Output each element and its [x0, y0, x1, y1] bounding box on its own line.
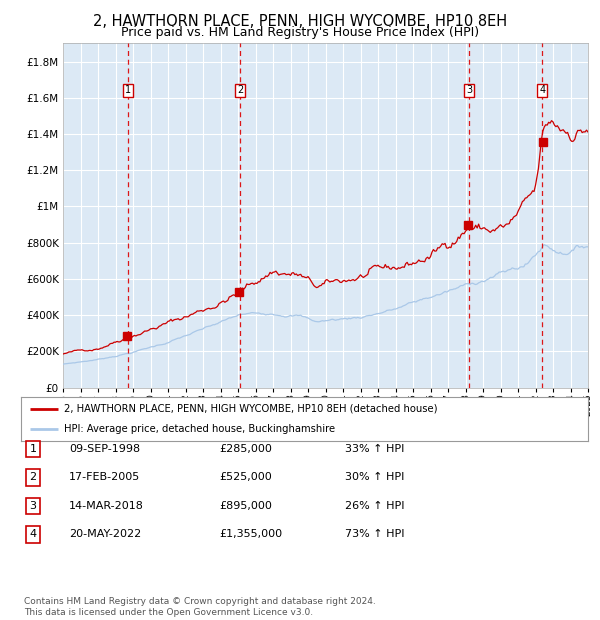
Text: 09-SEP-1998: 09-SEP-1998: [69, 444, 140, 454]
Text: 4: 4: [29, 529, 37, 539]
Text: £525,000: £525,000: [219, 472, 272, 482]
Text: 2, HAWTHORN PLACE, PENN, HIGH WYCOMBE, HP10 8EH (detached house): 2, HAWTHORN PLACE, PENN, HIGH WYCOMBE, H…: [64, 404, 437, 414]
Text: 4: 4: [539, 86, 545, 95]
Text: Contains HM Land Registry data © Crown copyright and database right 2024.
This d: Contains HM Land Registry data © Crown c…: [24, 598, 376, 617]
Text: 3: 3: [466, 86, 472, 95]
Text: 20-MAY-2022: 20-MAY-2022: [69, 529, 141, 539]
Text: 14-MAR-2018: 14-MAR-2018: [69, 501, 144, 511]
Text: 1: 1: [125, 86, 131, 95]
Text: 2, HAWTHORN PLACE, PENN, HIGH WYCOMBE, HP10 8EH: 2, HAWTHORN PLACE, PENN, HIGH WYCOMBE, H…: [93, 14, 507, 29]
Text: £1,355,000: £1,355,000: [219, 529, 282, 539]
Text: 3: 3: [29, 501, 37, 511]
Text: HPI: Average price, detached house, Buckinghamshire: HPI: Average price, detached house, Buck…: [64, 424, 335, 435]
Text: Price paid vs. HM Land Registry's House Price Index (HPI): Price paid vs. HM Land Registry's House …: [121, 26, 479, 39]
Text: 2: 2: [237, 86, 243, 95]
Text: 26% ↑ HPI: 26% ↑ HPI: [345, 501, 404, 511]
Text: 73% ↑ HPI: 73% ↑ HPI: [345, 529, 404, 539]
Text: 33% ↑ HPI: 33% ↑ HPI: [345, 444, 404, 454]
Text: 17-FEB-2005: 17-FEB-2005: [69, 472, 140, 482]
Text: 30% ↑ HPI: 30% ↑ HPI: [345, 472, 404, 482]
Text: 2: 2: [29, 472, 37, 482]
Text: 1: 1: [29, 444, 37, 454]
Text: £285,000: £285,000: [219, 444, 272, 454]
Text: £895,000: £895,000: [219, 501, 272, 511]
